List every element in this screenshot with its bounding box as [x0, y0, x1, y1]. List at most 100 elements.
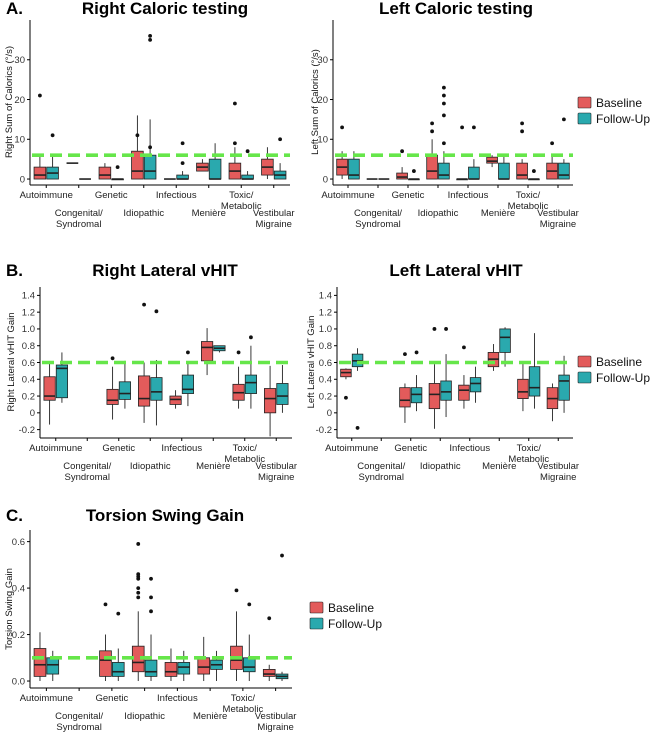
box-baseline	[516, 121, 528, 180]
y-tick-label: 0	[327, 408, 332, 419]
box-outlier-point	[247, 602, 252, 607]
x-category-label: Toxic/Metabolic	[508, 443, 549, 465]
box-followup	[177, 650, 191, 682]
box-iqr	[144, 659, 158, 677]
box-outlier-point	[444, 327, 448, 331]
box-followup	[210, 650, 223, 682]
x-category-label: Congenital/Syndromal	[55, 711, 103, 733]
x-category-label: Vestibular Migraine	[255, 711, 297, 733]
x-category-label: Autoimmune	[325, 443, 378, 454]
y-tick-label: 0.2	[319, 391, 332, 402]
legend-swatch-followup	[577, 371, 592, 384]
box-iqr	[428, 383, 441, 410]
box-iqr	[99, 650, 112, 677]
box-iqr	[438, 162, 450, 180]
box-followup	[498, 155, 510, 180]
box-outlier-point	[148, 34, 153, 38]
box-outlier-point	[233, 141, 237, 146]
box-iqr	[242, 657, 256, 673]
panel-torsion-swing: C. Torsion Swing Gain 0.0 0.2 0.4 0.6 Torsio…	[4, 506, 296, 733]
y-tick-label: 0.6	[319, 358, 332, 369]
box-followup	[118, 360, 131, 409]
y-axis-label: Right Sum of Calorics (°/s)	[4, 46, 15, 158]
x-category-label: Toxic/Metabolic	[224, 443, 265, 465]
y-tick-label: 0.8	[22, 341, 35, 352]
box-outlier-point	[142, 302, 146, 307]
x-category-label: Infectious	[156, 190, 197, 201]
x-category-label: Congenital/Syndromal	[354, 208, 402, 230]
box-outlier-point	[233, 101, 237, 106]
panel-letter-a: A.	[6, 0, 23, 18]
box-baseline	[131, 542, 145, 682]
box-iqr	[528, 366, 541, 397]
box-iqr	[118, 381, 131, 400]
box-baseline	[487, 344, 500, 371]
y-tick-label: 1.0	[22, 324, 35, 335]
x-category-label: Vestibular Migraine	[253, 208, 295, 230]
box-iqr	[558, 162, 570, 180]
box-iqr	[244, 374, 257, 394]
box-iqr	[399, 387, 411, 408]
y-tick-label: 1.4	[22, 291, 35, 302]
box-followup	[55, 352, 68, 403]
box-followup	[528, 169, 540, 181]
box-iqr	[264, 388, 277, 414]
box-baseline	[201, 328, 214, 376]
y-tick-label: 1.2	[319, 307, 332, 318]
box-baseline	[396, 149, 408, 180]
y-tick-label: 0	[20, 174, 25, 185]
y-tick-label: 0.2	[12, 630, 25, 641]
box-outlier-point	[236, 350, 241, 355]
box-outlier-point	[149, 576, 153, 581]
box-followup	[558, 117, 570, 180]
box-followup	[176, 141, 189, 180]
box-outlier-point	[136, 542, 141, 546]
x-category-label: Genetic	[394, 443, 427, 454]
box-followup	[275, 553, 289, 682]
box-iqr	[558, 374, 570, 401]
box-outlier-point	[344, 395, 348, 400]
box-followup	[558, 355, 570, 413]
legend-label-followup: Follow-Up	[596, 371, 650, 385]
box-followup	[150, 309, 163, 426]
box-outlier-point	[280, 553, 284, 558]
box-outlier-point	[550, 141, 554, 146]
box-iqr	[201, 341, 214, 362]
box-outlier-point	[442, 93, 446, 98]
box-followup	[208, 143, 222, 180]
box-iqr	[410, 387, 423, 404]
box-iqr	[276, 383, 289, 405]
box-followup	[144, 576, 158, 682]
box-iqr	[131, 150, 144, 180]
x-category-label: Autoimmune	[20, 693, 73, 704]
box-outlier-point	[249, 335, 253, 340]
y-tick-label: 1.2	[22, 307, 35, 318]
x-category-label: Vestibular Migraine	[537, 208, 579, 230]
box-outlier-point	[136, 590, 141, 595]
plot-torsion-swing: 0.0 0.2 0.4 0.6 Torsion Swing Gain Autoimmune…	[4, 530, 296, 733]
panel-letter-b: B.	[6, 261, 23, 280]
x-category-label: Idiopathic	[418, 208, 459, 219]
y-tick-label: 0.6	[22, 358, 35, 369]
box-iqr	[111, 662, 125, 677]
x-category-label: Toxic/Metabolic	[508, 190, 549, 212]
x-category-label: Idiopathic	[130, 461, 171, 472]
x-category-label: Congenital/Syndromal	[63, 461, 111, 483]
box-iqr	[177, 662, 191, 675]
box-iqr	[33, 166, 47, 180]
box-followup	[242, 602, 256, 682]
box-iqr	[396, 172, 408, 180]
box-outlier-point	[532, 169, 536, 173]
box-iqr	[55, 364, 68, 399]
box-baseline	[456, 125, 468, 181]
y-tick-label: 0.4	[12, 583, 25, 594]
box-outlier-point	[403, 352, 407, 357]
box-baseline	[164, 648, 178, 682]
box-baseline	[546, 141, 558, 180]
x-category-label: Menière	[193, 711, 227, 722]
chart-title-left-caloric: Left Caloric testing	[379, 0, 533, 18]
box-iqr	[98, 166, 112, 180]
box-iqr	[440, 380, 452, 401]
box-iqr	[469, 377, 482, 393]
